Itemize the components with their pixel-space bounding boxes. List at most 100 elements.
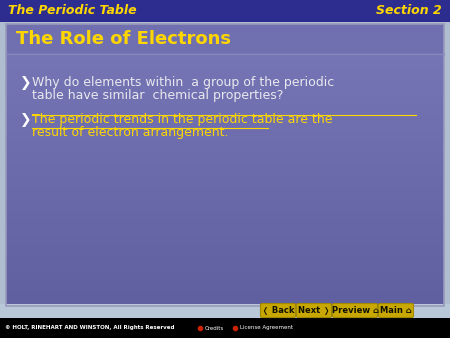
Bar [6, 133, 444, 137]
Bar [6, 126, 444, 130]
Bar [6, 168, 444, 172]
Bar [6, 87, 444, 91]
Text: table have similar  chemical properties?: table have similar chemical properties? [32, 89, 284, 102]
Bar [6, 175, 444, 179]
Bar [6, 154, 444, 158]
Bar [6, 193, 444, 197]
Bar [6, 140, 444, 144]
Bar [6, 252, 444, 257]
Bar [6, 69, 444, 73]
Bar [6, 112, 444, 116]
Bar [0, 318, 450, 338]
Bar [6, 203, 444, 207]
Bar [6, 101, 444, 105]
Text: ❯: ❯ [20, 76, 32, 90]
Bar [6, 288, 444, 292]
Bar [6, 119, 444, 123]
Bar [6, 143, 444, 147]
Bar [6, 55, 444, 59]
Bar [6, 182, 444, 186]
Text: License Agreement: License Agreement [240, 325, 293, 331]
Bar [6, 239, 444, 243]
Bar [0, 304, 450, 318]
Bar [6, 38, 444, 42]
Bar [6, 207, 444, 211]
Bar [6, 80, 444, 84]
Text: The periodic trends in the periodic table are the: The periodic trends in the periodic tabl… [32, 113, 333, 126]
Text: result of electron arrangement.: result of electron arrangement. [32, 126, 229, 139]
Bar [6, 150, 444, 154]
Bar [6, 281, 444, 285]
Bar [6, 52, 444, 56]
Bar [6, 178, 444, 183]
Bar [6, 295, 444, 299]
Bar [6, 165, 444, 169]
Bar [6, 62, 444, 66]
Bar [6, 83, 444, 88]
Bar [6, 27, 444, 31]
Bar [6, 274, 444, 278]
Bar [6, 260, 444, 264]
Text: Next ❭: Next ❭ [298, 306, 330, 315]
Bar [6, 235, 444, 239]
FancyBboxPatch shape [378, 304, 414, 317]
Text: © HOLT, RINEHART AND WINSTON, All Rights Reserved: © HOLT, RINEHART AND WINSTON, All Rights… [5, 325, 175, 331]
Text: ❯: ❯ [20, 113, 32, 127]
Bar [6, 217, 444, 221]
Bar [6, 263, 444, 267]
Bar [6, 284, 444, 288]
Bar [6, 232, 444, 236]
Text: ❬ Back: ❬ Back [262, 306, 294, 315]
Bar [6, 115, 444, 119]
Bar [6, 45, 444, 49]
Bar [6, 302, 444, 306]
FancyBboxPatch shape [333, 304, 378, 317]
Text: Preview ⌂: Preview ⌂ [332, 306, 378, 315]
Bar [6, 147, 444, 151]
Bar [6, 48, 444, 52]
Bar [6, 186, 444, 190]
Bar [6, 122, 444, 126]
Bar [6, 200, 444, 204]
Bar [6, 246, 444, 249]
Bar [6, 24, 444, 27]
Bar [6, 91, 444, 95]
Text: The Periodic Table: The Periodic Table [8, 4, 137, 18]
Bar [6, 249, 444, 253]
Bar [6, 196, 444, 200]
Bar [6, 158, 444, 162]
Text: Section 2: Section 2 [376, 4, 442, 18]
Bar [6, 98, 444, 101]
FancyBboxPatch shape [261, 304, 296, 317]
Text: Credits: Credits [205, 325, 224, 331]
Bar [6, 291, 444, 295]
Text: The Role of Electrons: The Role of Electrons [16, 30, 231, 48]
Bar [6, 59, 444, 63]
Bar [6, 221, 444, 225]
Bar [6, 76, 444, 80]
Bar [6, 108, 444, 112]
Bar [6, 34, 444, 38]
Bar [6, 277, 444, 281]
Bar [0, 0, 450, 22]
Text: Main ⌂: Main ⌂ [380, 306, 412, 315]
Bar [6, 267, 444, 271]
Bar [6, 136, 444, 140]
Bar [6, 30, 444, 34]
Bar [6, 94, 444, 98]
Bar [6, 73, 444, 77]
Bar [6, 214, 444, 218]
Bar [6, 256, 444, 260]
Bar [6, 66, 444, 70]
Bar [6, 24, 444, 53]
Bar [6, 189, 444, 193]
Bar [6, 298, 444, 303]
Bar [6, 161, 444, 165]
Bar [6, 172, 444, 175]
FancyBboxPatch shape [297, 304, 332, 317]
Bar [6, 242, 444, 246]
Bar [6, 129, 444, 133]
Bar [6, 104, 444, 108]
Bar [6, 228, 444, 232]
Bar [6, 224, 444, 228]
